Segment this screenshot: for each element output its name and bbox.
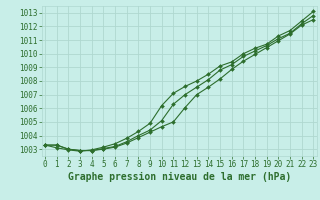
- X-axis label: Graphe pression niveau de la mer (hPa): Graphe pression niveau de la mer (hPa): [68, 172, 291, 182]
